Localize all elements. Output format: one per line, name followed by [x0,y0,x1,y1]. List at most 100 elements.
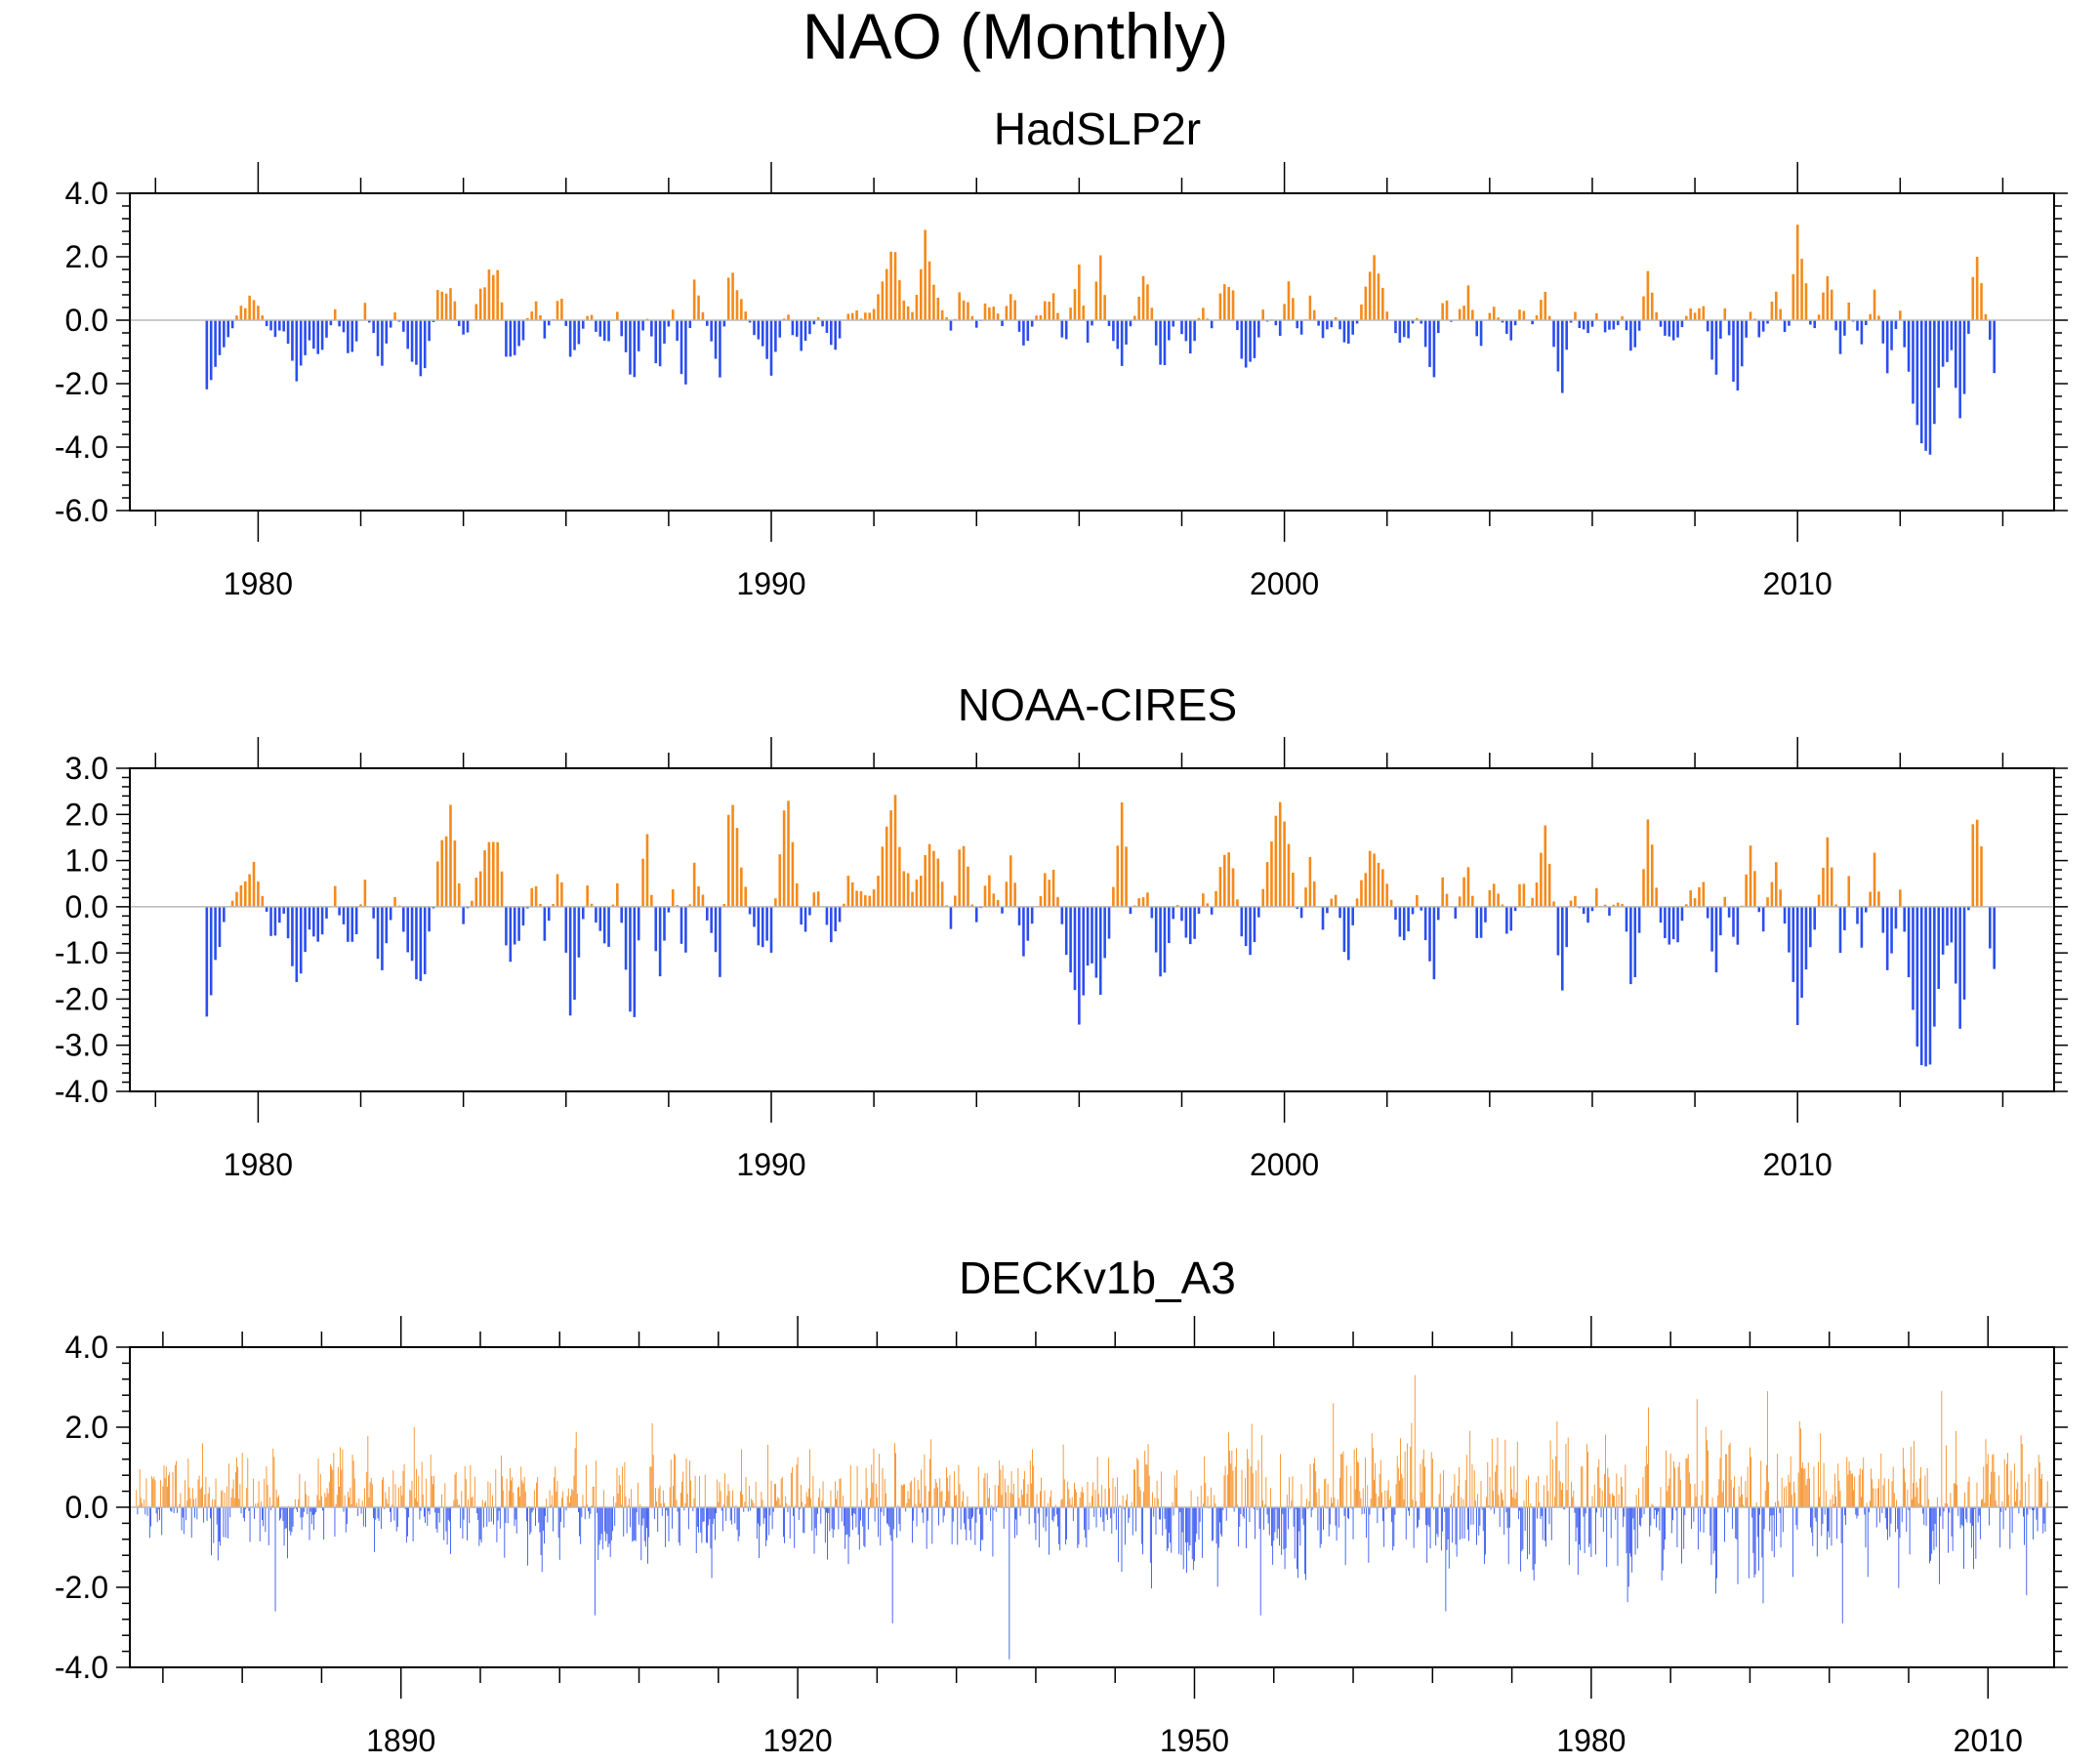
data-bar [2022,1507,2024,1517]
data-bar [857,1507,859,1536]
data-bar [1128,1507,1130,1523]
data-bar [1017,906,1021,925]
data-bar [1450,320,1453,322]
data-bar [425,1507,426,1523]
data-bar [726,277,730,320]
data-bar [486,1507,488,1527]
data-bar [1356,1448,1357,1507]
data-bar [978,1507,980,1515]
data-bar [1240,906,1244,937]
data-bar [1847,876,1851,907]
data-bar [1442,1507,1443,1532]
data-bar [350,1503,352,1507]
data-bar [365,1507,366,1528]
data-bar [654,906,658,952]
data-bar [341,1469,343,1507]
data-bar [889,251,892,320]
data-bar [1804,1467,1806,1507]
data-bar [1210,906,1214,915]
data-bar [744,311,748,320]
data-bar [850,312,854,320]
data-bar [1321,906,1325,930]
data-bar [949,1475,951,1507]
data-bar [186,1500,188,1507]
data-bar [1780,1507,1782,1548]
data-bar [1535,882,1539,907]
data-bar [914,1477,916,1507]
data-bar [1556,320,1560,372]
data-bar [1427,1507,1429,1526]
data-bar [830,1490,832,1507]
data-bar [1491,1438,1493,1507]
data-bar [1655,311,1658,320]
data-bar [1223,1475,1225,1507]
data-bar [338,906,341,916]
data-bar [658,1488,660,1507]
data-bar [476,1507,478,1514]
data-bar [1394,1507,1396,1515]
data-bar [771,1507,773,1530]
data-bar [1105,1507,1107,1515]
data-bar [1153,1507,1155,1517]
data-bar [1542,1507,1544,1540]
data-bar [517,320,520,347]
data-bar [658,320,662,367]
data-bar [940,309,944,320]
data-bar [162,1486,164,1507]
data-bar [539,1507,541,1533]
data-bar [157,1507,159,1509]
data-bar [1649,1507,1651,1538]
data-bar [781,1477,783,1507]
y-tick-label: -3.0 [55,1028,108,1063]
data-bar [564,906,568,953]
data-bar [1471,1464,1473,1507]
data-bar [719,1482,721,1507]
data-bar [1206,903,1210,907]
data-bar [1774,1501,1776,1507]
data-bar [1968,1476,1970,1507]
data-bar [168,1475,169,1507]
data-bar [1125,320,1128,345]
data-bar [152,1478,154,1507]
data-bar [1764,1490,1766,1507]
data-bar [522,1483,524,1507]
data-bar [1608,906,1611,916]
data-bar [327,1493,329,1507]
data-bar [320,320,324,350]
data-bar [1757,320,1761,338]
data-bar [1206,318,1210,320]
data-bar [1265,862,1269,907]
data-bar [403,1463,405,1507]
data-bar [2035,1467,2037,1507]
data-bar [915,295,919,320]
data-bar [441,1494,442,1507]
data-bar [446,1507,448,1545]
data-bar [573,320,576,350]
data-bar [343,1507,345,1512]
y-tick-label: 0.0 [65,1490,108,1525]
data-bar [1213,1507,1215,1540]
data-bar [1975,257,1979,320]
data-bar [1659,1507,1661,1531]
data-bar [1505,906,1508,934]
data-bar [567,1488,569,1507]
data-bar [1123,1507,1125,1510]
data-bar [384,1507,386,1509]
data-bar [995,1507,997,1512]
data-bar [1441,877,1444,907]
data-bar [445,1507,447,1532]
data-bar [1567,1437,1569,1507]
data-bar [1117,1477,1118,1507]
data-bar [1851,1473,1853,1507]
data-bar [1474,1500,1476,1507]
data-bar [1488,1505,1490,1507]
data-bar [1810,1507,1811,1528]
data-bar [1288,1507,1289,1530]
data-bar [342,906,346,924]
data-bar [1878,1479,1879,1507]
data-bar [755,1481,757,1507]
data-bar [166,1486,168,1507]
data-bar [1513,1465,1515,1507]
data-bar [378,1507,380,1521]
data-bar [252,861,256,907]
